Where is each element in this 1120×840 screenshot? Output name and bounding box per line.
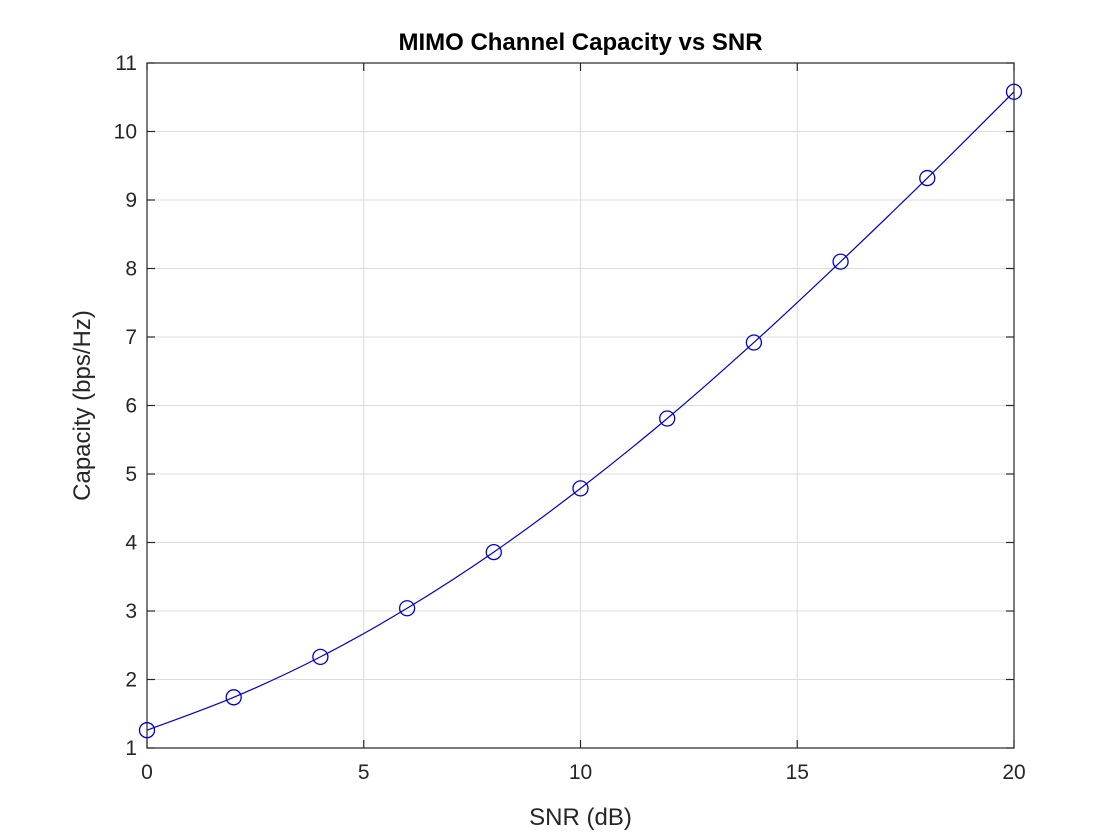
y-tick-label: 6 (125, 395, 137, 418)
data-point-marker (832, 253, 849, 270)
y-tick-label: 11 (115, 52, 137, 75)
x-tick-label: 10 (569, 761, 592, 784)
y-tick-label: 9 (125, 189, 137, 212)
data-point-marker (138, 722, 156, 739)
y-tick-label: 2 (125, 669, 137, 692)
y-tick-label: 5 (125, 463, 137, 486)
data-point-marker (572, 480, 589, 497)
data-point-marker (225, 689, 242, 706)
data-point-marker (1005, 83, 1023, 100)
x-axis-label: SNR (dB) (529, 804, 632, 831)
data-point-marker (312, 648, 329, 666)
chart-title: MIMO Channel Capacity vs SNR (398, 29, 762, 56)
x-tick-label: 15 (786, 761, 809, 784)
x-tick-label: 20 (1002, 761, 1025, 784)
y-tick-label: 4 (125, 532, 137, 555)
y-tick-label: 10 (114, 121, 137, 144)
y-tick-label: 7 (125, 326, 137, 349)
grid (147, 63, 1014, 748)
y-tick-label: 8 (125, 258, 137, 281)
y-tick-label: 1 (125, 737, 137, 760)
data-point-marker (659, 410, 676, 427)
x-tick-label: 5 (358, 761, 370, 784)
axes-box (146, 62, 1015, 749)
data-point-marker (745, 334, 763, 351)
series-line (146, 91, 1015, 731)
y-tick-labels: 1 2 3 4 5 6 7 8 9 10 11 (114, 52, 138, 760)
y-tick-label: 3 (125, 600, 137, 623)
data-point-marker (919, 169, 936, 187)
y-axis-label: Capacity (bps/Hz) (69, 310, 96, 501)
data-point-marker (398, 600, 416, 617)
data-point-marker (485, 543, 502, 561)
x-tick-label: 0 (141, 761, 153, 784)
series-layer (138, 83, 1023, 739)
x-tick-labels: 0 5 10 15 20 (141, 761, 1026, 784)
